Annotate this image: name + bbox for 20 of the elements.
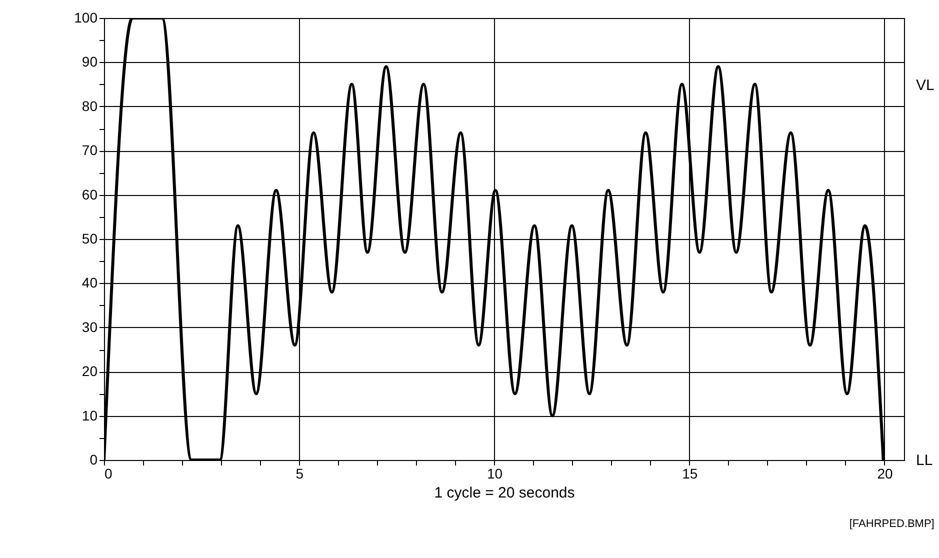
y-tick-label: 60 xyxy=(82,186,98,202)
x-tick-label: 15 xyxy=(682,466,698,482)
x-tick-label: 10 xyxy=(486,466,503,482)
y-tick-label: 40 xyxy=(82,274,98,291)
text: VL xyxy=(916,77,934,94)
y-tick-label: 70 xyxy=(82,142,98,158)
text: [FAHRPED.BMP] xyxy=(849,518,934,530)
y-tick-label: 0 xyxy=(90,452,98,468)
x-tick-label: 20 xyxy=(877,466,893,482)
y-tick-label: 10 xyxy=(82,407,98,424)
text: LL xyxy=(916,452,933,469)
y-tick-label: 80 xyxy=(82,98,98,114)
y-tick-label: 20 xyxy=(82,363,98,380)
y-tick-label: 100 xyxy=(74,10,98,26)
x-tick-label: 0 xyxy=(104,466,112,482)
y-tick-label: 90 xyxy=(82,54,98,70)
y-tick-label: 50 xyxy=(82,230,98,246)
y-tick-label: 30 xyxy=(82,318,98,335)
x-tick-label: 5 xyxy=(296,466,304,482)
x-axis-title: 1 cycle = 20 seconds xyxy=(434,484,575,502)
